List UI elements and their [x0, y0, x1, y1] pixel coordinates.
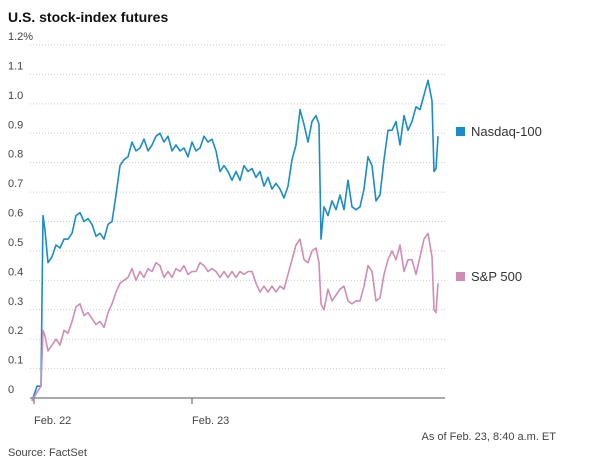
series-line	[31, 79, 439, 402]
y-tick-label: 0.1	[8, 355, 23, 367]
x-tick-label: Feb. 22	[34, 415, 71, 427]
y-tick-label: 0.4	[8, 266, 23, 278]
y-tick-label: 0.7	[8, 178, 23, 190]
chart-title: U.S. stock-index futures	[8, 9, 168, 25]
source: Source: FactSet	[8, 447, 87, 459]
note: As of Feb. 23, 8:40 a.m. ET	[421, 431, 556, 443]
y-tick-label: 0.6	[8, 208, 23, 220]
y-tick-label: 0.2	[8, 325, 23, 337]
y-tick-label: 0.8	[8, 149, 23, 161]
y-tick-label: 1.1	[8, 60, 23, 72]
legend-label: S&P 500	[471, 269, 522, 284]
y-tick-label: 0.3	[8, 296, 23, 308]
y-tick-label: 1.0	[8, 90, 23, 102]
legend-swatch	[456, 127, 465, 136]
y-tick-label: 0	[8, 384, 14, 396]
x-tick-label: Feb. 23	[192, 415, 229, 427]
legend-swatch	[456, 272, 465, 281]
legend-label: Nasdaq-100	[471, 124, 542, 139]
y-tick-label: 1.2%	[8, 31, 33, 43]
y-tick-label: 0.5	[8, 237, 23, 249]
y-tick-label: 0.9	[8, 119, 23, 131]
series-line	[31, 232, 439, 402]
